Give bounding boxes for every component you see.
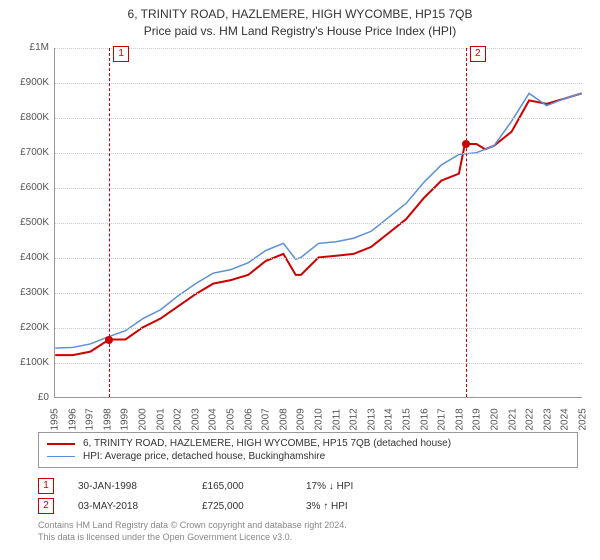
gridline [55,363,582,364]
x-axis-tick: 2013 [366,413,377,431]
x-axis-tick: 2020 [490,413,501,431]
x-axis-tick: 2025 [578,413,589,431]
sales-table: 1 30-JAN-1998 £165,000 17% ↓ HPI 2 03-MA… [38,476,578,516]
legend-label-hpi: HPI: Average price, detached house, Buck… [83,451,325,462]
y-axis-tick: £400K [5,252,49,263]
x-axis-tick: 2021 [507,413,518,431]
gridline [55,83,582,84]
x-axis-tick: 2000 [138,413,149,431]
sale-marker-line [109,48,110,397]
x-axis-tick: 2006 [243,413,254,431]
y-axis-tick: £200K [5,322,49,333]
gridline [55,293,582,294]
x-axis-tick: 2022 [525,413,536,431]
sales-marker-1: 1 [38,478,54,494]
x-axis-tick: 2010 [314,413,325,431]
y-axis-tick: £800K [5,112,49,123]
sales-diff: 17% ↓ HPI [306,481,386,492]
legend-row-hpi: HPI: Average price, detached house, Buck… [47,450,569,463]
x-axis-tick: 2008 [278,413,289,431]
gridline [55,223,582,224]
x-axis-tick: 2001 [155,413,166,431]
legend-swatch-property [47,443,75,445]
x-axis-tick: 2005 [226,413,237,431]
x-axis-tick: 1998 [102,413,113,431]
sale-marker-box: 2 [470,46,486,62]
x-axis-tick: 2016 [419,413,430,431]
y-axis-tick: £1M [5,42,49,53]
gridline [55,118,582,119]
x-axis-tick: 2019 [472,413,483,431]
sales-date: 03-MAY-2018 [78,501,178,512]
y-axis-tick: £700K [5,147,49,158]
title-line1: 6, TRINITY ROAD, HAZLEMERE, HIGH WYCOMBE… [0,6,600,23]
x-axis-tick: 2014 [384,413,395,431]
x-axis-tick: 2023 [542,413,553,431]
x-axis-tick: 1995 [50,413,61,431]
legend-row-property: 6, TRINITY ROAD, HAZLEMERE, HIGH WYCOMBE… [47,437,569,450]
y-axis-tick: £100K [5,357,49,368]
gridline [55,188,582,189]
x-axis-tick: 2007 [261,413,272,431]
sales-marker-2: 2 [38,498,54,514]
sale-dot [105,336,113,344]
chart-legend: 6, TRINITY ROAD, HAZLEMERE, HIGH WYCOMBE… [38,432,578,468]
legend-swatch-hpi [47,456,75,457]
title-block: 6, TRINITY ROAD, HAZLEMERE, HIGH WYCOMBE… [0,0,600,40]
sales-price: £725,000 [202,501,282,512]
x-axis-tick: 2011 [331,413,342,431]
y-axis-tick: £0 [5,392,49,403]
x-axis-tick: 1999 [120,413,131,431]
series-line-hpi [55,93,581,348]
footer-line2: This data is licensed under the Open Gov… [38,532,578,544]
x-axis-tick: 2024 [560,413,571,431]
y-axis-tick: £600K [5,182,49,193]
sales-date: 30-JAN-1998 [78,481,178,492]
footer-line1: Contains HM Land Registry data © Crown c… [38,520,578,532]
sales-diff: 3% ↑ HPI [306,501,386,512]
sale-marker-box: 1 [113,46,129,62]
chart-plot-area: £0£100K£200K£300K£400K£500K£600K£700K£80… [54,48,582,398]
x-axis-tick: 2009 [296,413,307,431]
x-axis-tick: 1997 [85,413,96,431]
sales-price: £165,000 [202,481,282,492]
x-axis-tick: 2015 [402,413,413,431]
gridline [55,328,582,329]
sale-marker-line [466,48,467,397]
x-axis-tick: 2003 [190,413,201,431]
gridline [55,153,582,154]
x-axis-tick: 2012 [349,413,360,431]
sales-row: 2 03-MAY-2018 £725,000 3% ↑ HPI [38,496,578,516]
sales-row: 1 30-JAN-1998 £165,000 17% ↓ HPI [38,476,578,496]
chart-container: 6, TRINITY ROAD, HAZLEMERE, HIGH WYCOMBE… [0,0,600,560]
x-axis-tick: 2002 [173,413,184,431]
y-axis-tick: £900K [5,77,49,88]
title-line2: Price paid vs. HM Land Registry's House … [0,23,600,40]
y-axis-tick: £300K [5,287,49,298]
gridline [55,258,582,259]
x-axis-tick: 2017 [437,413,448,431]
x-axis-tick: 2018 [454,413,465,431]
legend-label-property: 6, TRINITY ROAD, HAZLEMERE, HIGH WYCOMBE… [83,438,451,449]
gridline [55,48,582,49]
x-axis-tick: 1996 [67,413,78,431]
sale-dot [462,140,470,148]
y-axis-tick: £500K [5,217,49,228]
x-axis-tick: 2004 [208,413,219,431]
footer-attribution: Contains HM Land Registry data © Crown c… [38,520,578,543]
